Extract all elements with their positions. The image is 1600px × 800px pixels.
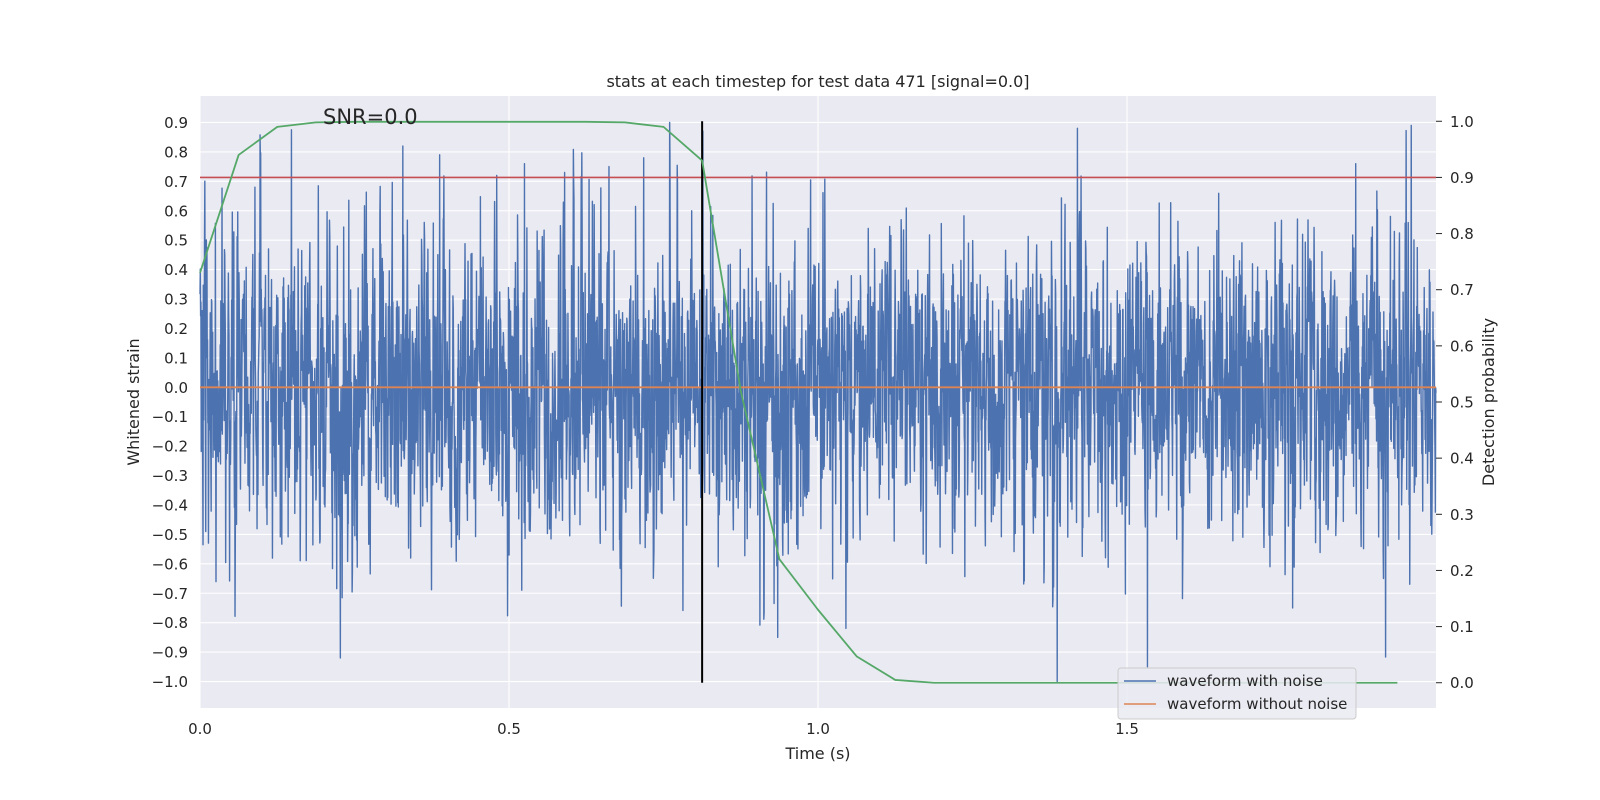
series-layer <box>199 120 1437 684</box>
x-tick-label: 0.0 <box>188 720 212 738</box>
y-left-tick-label: 0.5 <box>164 232 188 250</box>
y-left-tick-label: −0.9 <box>152 644 188 662</box>
left-axis: 0.9 0.8 0.7 0.6 0.5 0.4 0.3 0.2 0.1 0.0 −0.1 −0.2 −0… <box>152 114 188 691</box>
y-left-tick-label: −0.5 <box>152 526 188 544</box>
y-right-tick-label: 0.2 <box>1450 562 1474 580</box>
y-right-tick-label: 0.7 <box>1450 281 1474 299</box>
y-left-tick-label: −0.1 <box>152 408 188 426</box>
legend-label-waveform-without-noise: waveform without noise <box>1167 695 1347 713</box>
y-left-tick-label: 0.0 <box>164 379 188 397</box>
chart-title: stats at each timestep for test data 471… <box>606 72 1029 91</box>
y-left-tick-label: 0.6 <box>164 202 188 220</box>
x-axis-label: Time (s) <box>784 744 850 763</box>
y-right-tick-label: 0.6 <box>1450 337 1474 355</box>
right-axis: 1.0 0.9 0.8 0.7 0.6 0.5 0.4 0.3 0.2 0.1 0.0 <box>1436 113 1474 692</box>
y-right-tick-label: 0.3 <box>1450 506 1474 524</box>
y-left-tick-label: −0.7 <box>152 585 188 603</box>
y-right-tick-label: 0.4 <box>1450 450 1474 468</box>
y-left-tick-label: −0.8 <box>152 614 188 632</box>
y-right-tick-label: 0.0 <box>1450 674 1474 692</box>
y-left-tick-label: 0.3 <box>164 291 188 309</box>
legend-box <box>1117 667 1357 720</box>
y-left-tick-label: −0.2 <box>152 438 188 456</box>
y-left-tick-label: −0.6 <box>152 555 188 573</box>
series-line-waveform-with-noise <box>199 121 1437 683</box>
y-right-tick-label: 0.8 <box>1450 225 1474 243</box>
x-axis: 0.0 0.5 1.0 1.5 <box>188 720 1139 738</box>
y-right-tick-label: 0.5 <box>1450 394 1474 412</box>
y-left-tick-label: −0.4 <box>152 496 188 514</box>
y-right-tick-label: 0.1 <box>1450 618 1474 636</box>
y-left-tick-label: 0.4 <box>164 261 188 279</box>
y-left-tick-label: 0.9 <box>164 114 188 132</box>
left-axis-label: Whitened strain <box>124 338 143 465</box>
snr-annotation: SNR=0.0 <box>323 105 418 129</box>
x-tick-label: 1.0 <box>806 720 830 738</box>
x-tick-label: 1.5 <box>1115 720 1139 738</box>
y-left-tick-label: 0.2 <box>164 320 188 338</box>
y-right-tick-label: 1.0 <box>1450 113 1474 131</box>
right-axis-label: Detection probability <box>1479 318 1498 486</box>
legend-label-waveform-with-noise: waveform with noise <box>1167 672 1323 690</box>
y-left-tick-label: −1.0 <box>152 673 188 691</box>
x-tick-label: 0.5 <box>497 720 521 738</box>
legend: waveform with noise waveform without noi… <box>1117 667 1357 720</box>
y-right-tick-label: 0.9 <box>1450 169 1474 187</box>
y-left-tick-label: 0.1 <box>164 349 188 367</box>
y-left-tick-label: 0.7 <box>164 173 188 191</box>
y-left-tick-label: −0.3 <box>152 467 188 485</box>
y-left-tick-label: 0.8 <box>164 143 188 161</box>
